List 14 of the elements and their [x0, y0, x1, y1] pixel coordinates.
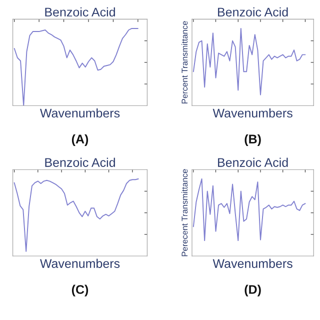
x-axis-title: Wavenumbers — [40, 258, 120, 268]
chart-title: Benzoic Acid — [45, 158, 115, 167]
chart-title: Benzoic Acid — [218, 7, 288, 17]
text: (C) — [72, 284, 88, 296]
text: (A) — [72, 134, 88, 146]
text: (D) — [244, 284, 261, 296]
y-axis-title: Perecent Transmittance — [181, 169, 188, 256]
chart-title: Benzoic Acid — [45, 7, 115, 17]
chart-title: Benzoic Acid — [218, 158, 288, 167]
x-axis-title: Wavenumbers — [212, 258, 292, 268]
x-axis-title: Wavenumbers — [40, 108, 120, 118]
y-axis-title: Percent Transmittance — [181, 21, 188, 104]
x-axis-title: Wavenumbers — [212, 108, 292, 118]
text: (B) — [244, 134, 261, 146]
